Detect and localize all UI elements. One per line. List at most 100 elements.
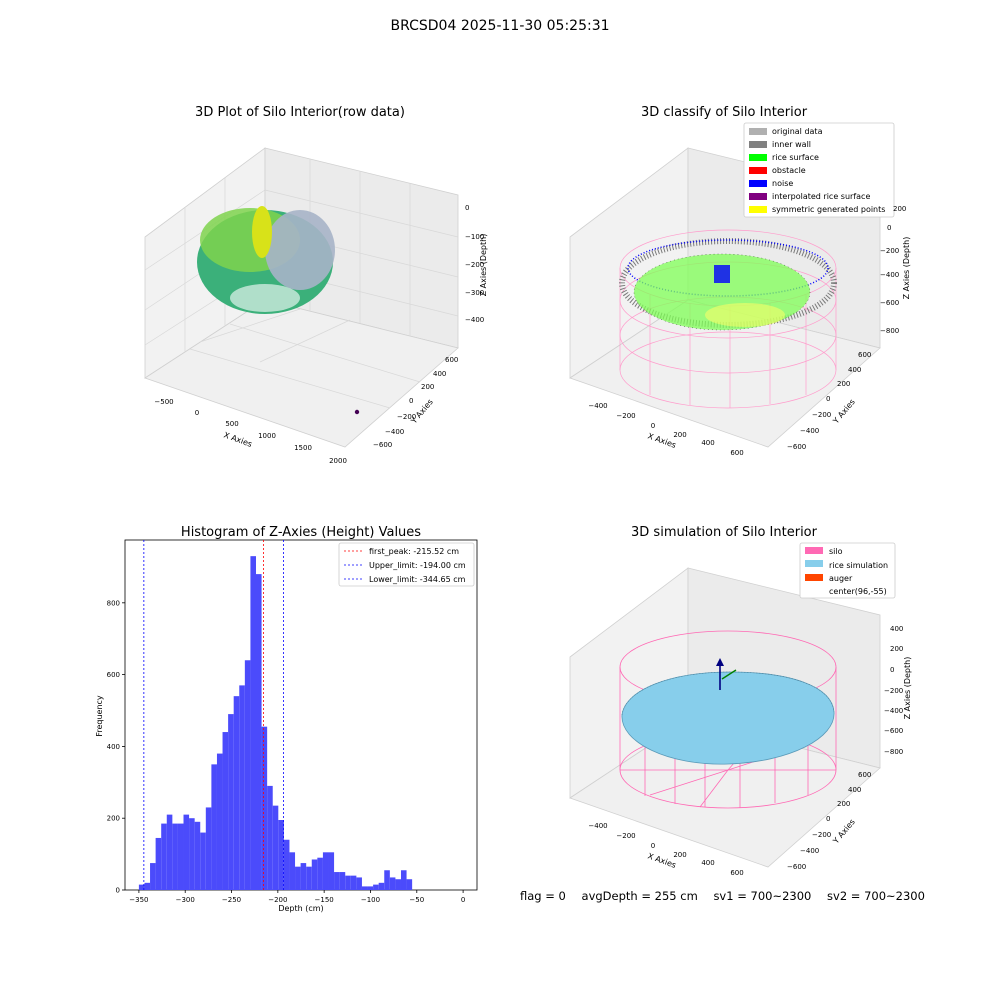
panel2-xtick-2: 0 — [651, 422, 655, 430]
panel1-xtick-4: 1500 — [294, 444, 312, 452]
histogram-bar — [389, 877, 396, 890]
panel4-ztick-3: −200 — [884, 687, 903, 695]
legend-label-symmetric: symmetric generated points — [772, 205, 885, 214]
panel2-ztick-5: −800 — [880, 327, 899, 335]
histogram-bars — [138, 556, 413, 890]
panel4-xtick-1: −200 — [616, 832, 635, 840]
histogram-xtick-label: −200 — [268, 896, 287, 904]
histogram-xtick-label: 0 — [461, 896, 465, 904]
figure-title: BRCSD04 2025-11-30 05:25:31 — [390, 18, 610, 34]
panel4-ztick-4: −400 — [884, 707, 903, 715]
panel1-ztick-0: 0 — [465, 204, 469, 212]
histogram-bar — [144, 882, 151, 890]
histogram-bar — [216, 753, 223, 890]
histogram-legend-box — [338, 542, 475, 587]
panel2-ytick-1: −400 — [800, 427, 819, 435]
panel2-noise-cluster — [714, 265, 730, 283]
histogram-bar — [384, 870, 390, 890]
panel1-xtick-2: 500 — [225, 420, 238, 428]
panel4-zlabel: Z Axies (Depth) — [903, 657, 912, 720]
legend-swatch-silo — [805, 547, 823, 554]
legend-swatch-inner-wall — [749, 141, 767, 148]
histogram-ytick-label: 0 — [116, 887, 120, 895]
histogram-bar — [283, 839, 290, 890]
legend-label-obstacle: obstacle — [772, 166, 806, 175]
panel1-ytick-2: −200 — [397, 413, 416, 421]
legend-swatch-auger — [805, 574, 823, 581]
histogram-bar — [250, 556, 256, 890]
panel4-xtick-4: 400 — [701, 859, 714, 867]
histogram-bar — [295, 866, 301, 890]
panel2-ytick-4: 200 — [837, 380, 850, 388]
legend-swatch-symmetric — [749, 206, 767, 213]
panel4-ytick-2: −200 — [812, 831, 831, 839]
histogram-bar — [205, 807, 212, 890]
histogram-xtick-label: −250 — [222, 896, 241, 904]
panel2-ztick-4: −600 — [880, 299, 899, 307]
histogram-bar — [150, 863, 156, 890]
flag-status: flag = 0 — [520, 889, 566, 903]
histogram-bar — [322, 852, 329, 890]
panel2-inner-wall — [619, 238, 837, 328]
panel-raw-data: 3D Plot of Silo Interior(row data) 0 −10… — [144, 105, 488, 465]
histogram-bar — [334, 872, 340, 890]
panel4-ztick-0: 400 — [890, 625, 903, 633]
histogram-bar — [373, 884, 379, 890]
panel1-ztick-3: −300 — [465, 289, 484, 297]
panel2-ztick-0: 200 — [893, 205, 906, 213]
panel2-xtick-5: 600 — [730, 449, 743, 457]
panel4-ytick-4: 200 — [837, 800, 850, 808]
panel2-ytick-5: 400 — [848, 366, 861, 374]
sv1-status: sv1 = 700~2300 — [713, 889, 812, 903]
panel2-ztick-1: 0 — [887, 224, 891, 232]
panel2-legend: original data inner wall rice surface ob… — [743, 122, 895, 218]
histogram-bar — [311, 859, 318, 890]
histogram-bar — [272, 805, 279, 890]
panel4-ztick-1: 200 — [890, 645, 903, 653]
histogram-title: Histogram of Z-Axies (Height) Values — [181, 525, 421, 540]
histogram-bar — [200, 832, 206, 890]
panel2-legend-box — [743, 122, 895, 218]
panel1-ytick-0: −600 — [373, 441, 392, 449]
histogram-bar — [306, 866, 312, 890]
panel4-ytick-5: 400 — [848, 786, 861, 794]
legend-label-inner-wall: inner wall — [772, 140, 811, 149]
histogram-bar — [400, 870, 407, 890]
histogram-bar — [183, 814, 190, 890]
legend-label-rice-surface: rice surface — [772, 153, 819, 162]
histogram-xtick-label: −350 — [129, 896, 148, 904]
histogram-bar — [211, 764, 217, 890]
histogram-legend: first_peak: -215.52 cm Upper_limit: -194… — [338, 542, 475, 587]
panel2-ytick-2: −200 — [812, 411, 831, 419]
histogram-xlabel: Depth (cm) — [278, 904, 323, 913]
panel2-ytick-0: −600 — [787, 443, 806, 451]
histogram-bar — [172, 823, 178, 890]
avg-depth-status: avgDepth = 255 cm — [581, 889, 698, 903]
histogram-bar — [255, 574, 262, 890]
histogram-bar — [261, 726, 268, 890]
panel-histogram: Histogram of Z-Axies (Height) Values −35… — [95, 525, 478, 913]
panel4-ztick-5: −600 — [884, 727, 903, 735]
legend-swatch-noise — [749, 180, 767, 187]
histogram-xtick-label: −50 — [409, 896, 424, 904]
panel1-ytick-4: 200 — [421, 383, 434, 391]
histogram-ylabel: Frequency — [95, 695, 104, 737]
histogram-bar — [317, 857, 323, 890]
legend-label-lower-limit: Lower_limit: -344.65 cm — [369, 575, 466, 584]
panel4-ytick-6: 600 — [858, 771, 871, 779]
legend-label-upper-limit: Upper_limit: -194.00 cm — [369, 561, 466, 570]
legend-swatch-rice-surface — [749, 154, 767, 161]
histogram-ytick-label: 200 — [107, 815, 120, 823]
panel4-xtick-0: −400 — [588, 822, 607, 830]
panel1-title: 3D Plot of Silo Interior(row data) — [195, 105, 405, 120]
histogram-xtick-label: −100 — [361, 896, 380, 904]
legend-label-center: center(96,-55) — [829, 587, 887, 596]
raw-points-right — [265, 210, 335, 290]
panel2-xtick-4: 400 — [701, 439, 714, 447]
panel2-ylabel: Y Axies — [831, 397, 857, 426]
panel1-xtick-1: 0 — [195, 409, 199, 417]
panel2-ytick-3: 0 — [826, 395, 830, 403]
panel2-xtick-3: 200 — [673, 431, 686, 439]
histogram-bar — [339, 872, 346, 890]
histogram-bar — [138, 884, 145, 890]
